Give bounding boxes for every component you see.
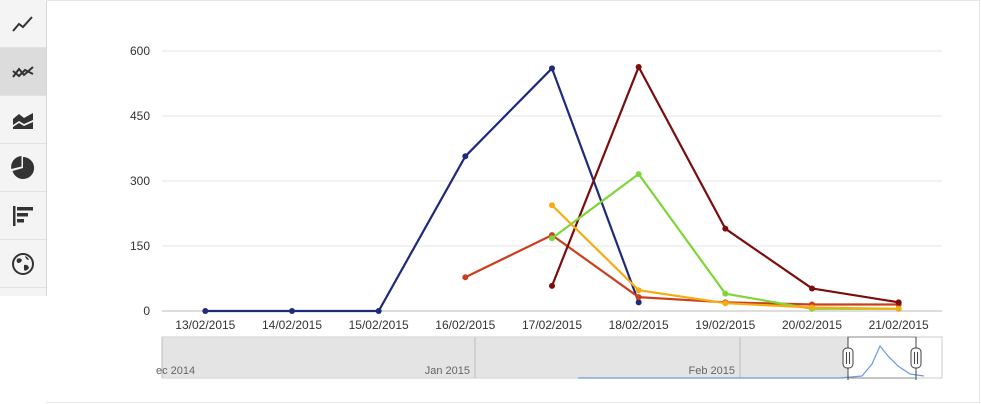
y-tick-label: 600	[130, 44, 150, 58]
x-tick-label: 20/02/2015	[782, 318, 842, 332]
x-tick-label: 15/02/2015	[349, 318, 409, 332]
y-axis-ticks: 0 150 300 450 600	[130, 44, 150, 318]
data-point	[722, 225, 729, 232]
data-point	[722, 300, 729, 307]
area-chart-icon	[13, 112, 33, 129]
data-point	[635, 299, 642, 306]
data-point	[462, 274, 469, 281]
x-tick-label: 14/02/2015	[262, 318, 322, 332]
navigator-label: Feb 2015	[689, 365, 735, 377]
multi-line-chart-icon	[12, 65, 34, 78]
series-line	[205, 67, 640, 313]
data-point	[549, 282, 555, 289]
navigator-preview-line	[578, 344, 925, 379]
pie-chart-icon	[11, 155, 35, 179]
y-tick-label: 450	[130, 109, 150, 123]
y-tick-label: 150	[130, 239, 150, 253]
data-point	[549, 235, 555, 242]
series-line	[551, 172, 899, 310]
navigator-handle	[910, 347, 922, 369]
data-point	[635, 294, 642, 301]
y-tick-label: 0	[143, 304, 150, 318]
data-point	[549, 202, 555, 209]
data-point	[809, 285, 815, 292]
x-tick-label: 17/02/2015	[522, 318, 582, 332]
y-tick-label: 300	[130, 174, 150, 188]
data-point	[635, 287, 642, 294]
navigator-label: ec 2014	[156, 365, 195, 377]
navigator-handle	[842, 347, 854, 369]
data-point	[895, 299, 902, 306]
x-tick-label: 16/02/2015	[435, 318, 495, 332]
pie-chart-button[interactable]	[0, 144, 46, 192]
data-point	[462, 153, 469, 160]
multi-line-chart-button[interactable]	[0, 48, 46, 96]
navigator-unselected-left	[162, 337, 848, 378]
navigator-label: Jan 2015	[425, 365, 470, 377]
area-chart-button[interactable]	[0, 96, 46, 144]
range-navigator[interactable]: ec 2014 Jan 2015 Feb 2015	[156, 336, 943, 380]
line-chart-button[interactable]	[0, 0, 46, 48]
data-point	[375, 308, 382, 314]
series-line	[550, 65, 899, 304]
data-point	[722, 290, 729, 297]
line-chart-icon	[12, 15, 33, 32]
bar-chart-icon	[13, 205, 33, 226]
chart-type-sidebar	[0, 0, 47, 296]
x-tick-label: 13/02/2015	[175, 318, 235, 332]
data-point	[202, 308, 209, 314]
data-point	[809, 304, 815, 311]
data-point	[895, 305, 902, 312]
data-point	[289, 308, 295, 314]
data-point	[635, 64, 642, 71]
bar-chart-button[interactable]	[0, 192, 46, 240]
x-tick-label: 21/02/2015	[869, 318, 929, 332]
x-tick-label: 19/02/2015	[695, 318, 755, 332]
series-line	[464, 234, 899, 306]
series-group	[202, 64, 902, 314]
globe-icon	[12, 252, 34, 275]
data-point	[635, 171, 642, 178]
globe-button[interactable]	[0, 240, 46, 288]
gridlines	[162, 50, 942, 312]
x-axis-ticks: 13/02/2015 14/02/2015 15/02/2015 16/02/2015…	[175, 318, 929, 332]
chart-frame	[46, 0, 980, 403]
x-tick-label: 18/02/2015	[609, 318, 669, 332]
data-point	[549, 65, 555, 72]
